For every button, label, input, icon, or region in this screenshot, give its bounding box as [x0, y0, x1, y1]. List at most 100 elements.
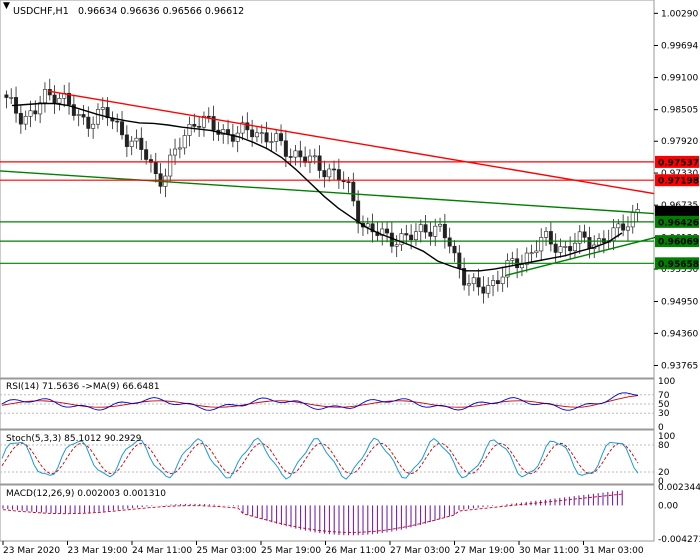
- candle-body: [240, 122, 245, 134]
- candle-body: [134, 137, 139, 142]
- candle-body: [115, 120, 120, 123]
- candle-body: [548, 231, 553, 245]
- x-tick-label: 23 Mar 2020: [3, 546, 60, 556]
- candle-body: [230, 134, 235, 142]
- candle-body: [394, 244, 399, 247]
- support-trendline-lower: [504, 237, 655, 277]
- candle-body: [9, 97, 14, 99]
- candle-body: [312, 155, 317, 158]
- candle-body: [529, 252, 534, 255]
- candle-body: [621, 223, 626, 231]
- candle-body: [476, 277, 481, 288]
- candle-body: [519, 264, 524, 269]
- price-tag-label: 0.97198: [658, 177, 699, 187]
- candle-body: [471, 277, 476, 285]
- macd-tick-label: 0.002344: [658, 483, 700, 493]
- candle-body: [577, 231, 582, 244]
- price-tag-label: 0.96612: [658, 208, 699, 218]
- candle-body: [370, 223, 375, 233]
- candle-body: [534, 250, 539, 254]
- y-tick-label: 0.97330: [661, 169, 698, 179]
- price-tag-box: [655, 235, 699, 248]
- candle-body: [582, 231, 587, 238]
- candle-body: [298, 150, 303, 158]
- candle-body: [279, 133, 284, 142]
- header-arrow-icon: ▼: [3, 1, 10, 11]
- candle-body: [18, 112, 23, 125]
- candle-body: [124, 134, 129, 147]
- candle-body: [572, 242, 577, 252]
- rsi-tick-label: 70: [658, 391, 670, 401]
- candle-body: [438, 223, 443, 227]
- candle-body: [433, 225, 438, 237]
- candle-body: [33, 110, 38, 115]
- rsi-line: [1, 392, 639, 411]
- candle-body: [250, 129, 255, 138]
- candle-body: [452, 245, 457, 254]
- candle-body: [259, 132, 264, 134]
- candle-body: [442, 223, 447, 239]
- candle-body: [365, 223, 370, 228]
- candle-body: [563, 246, 568, 248]
- candle-body: [86, 116, 91, 129]
- price-tag-box: [655, 174, 699, 187]
- candle-body: [616, 223, 621, 229]
- candle-body: [625, 226, 630, 231]
- price-tag-box: [655, 155, 699, 168]
- candle-body: [100, 107, 105, 110]
- candle-body: [466, 283, 471, 286]
- x-tick-label: 24 Mar 11:00: [132, 546, 192, 556]
- stoch-main-line: [1, 437, 639, 480]
- candle-body: [346, 181, 351, 183]
- stoch-panel: [0, 429, 655, 485]
- x-tick-label: 26 Mar 11:00: [326, 546, 386, 556]
- candle-body: [356, 200, 361, 224]
- candle-body: [423, 224, 428, 233]
- candle-body: [481, 286, 486, 294]
- candle-body: [67, 92, 72, 105]
- candle-body: [317, 155, 322, 171]
- macd-tick-label: -0.004273: [658, 535, 700, 545]
- candle-body: [139, 137, 144, 150]
- candle-body: [327, 168, 332, 178]
- candle-body: [274, 133, 279, 142]
- price-tag-label: 0.96069: [658, 238, 699, 248]
- candle-body: [71, 104, 76, 116]
- y-tick-label: 0.98505: [661, 106, 698, 116]
- x-tick-label: 27 Mar 19:00: [455, 546, 515, 556]
- candle-body: [500, 276, 505, 284]
- candle-body: [568, 246, 573, 252]
- price-tag-box: [655, 205, 699, 218]
- candle-body: [254, 132, 259, 138]
- candle-body: [120, 121, 125, 136]
- rsi-tick-label: 30: [658, 409, 670, 419]
- candle-body: [510, 258, 515, 261]
- candle-body: [413, 231, 418, 241]
- candle-body: [587, 237, 592, 249]
- candle-body: [38, 102, 43, 115]
- candle-body: [447, 237, 452, 247]
- candle-body: [539, 237, 544, 252]
- stoch-label: Stoch(5,3,3) 85.1012 90.2929: [6, 434, 142, 444]
- candle-body: [457, 252, 462, 269]
- y-tick-label: 0.95550: [661, 265, 698, 275]
- main-panel: [0, 0, 655, 379]
- candle-body: [597, 238, 602, 246]
- candle-body: [404, 233, 409, 236]
- candle-body: [264, 132, 269, 143]
- rsi-tick-label: 0: [658, 423, 664, 433]
- candle-body: [144, 149, 149, 160]
- candle-body: [206, 115, 211, 118]
- candle-body: [409, 234, 414, 241]
- candle-body: [462, 268, 467, 286]
- macd-tick-label: 0.00: [658, 501, 678, 511]
- x-tick-label: 25 Mar 19:00: [261, 546, 321, 556]
- candle-body: [173, 148, 178, 156]
- candle-body: [52, 94, 57, 104]
- candle-body: [221, 129, 226, 135]
- candle-body: [57, 98, 62, 104]
- candle-body: [91, 123, 96, 129]
